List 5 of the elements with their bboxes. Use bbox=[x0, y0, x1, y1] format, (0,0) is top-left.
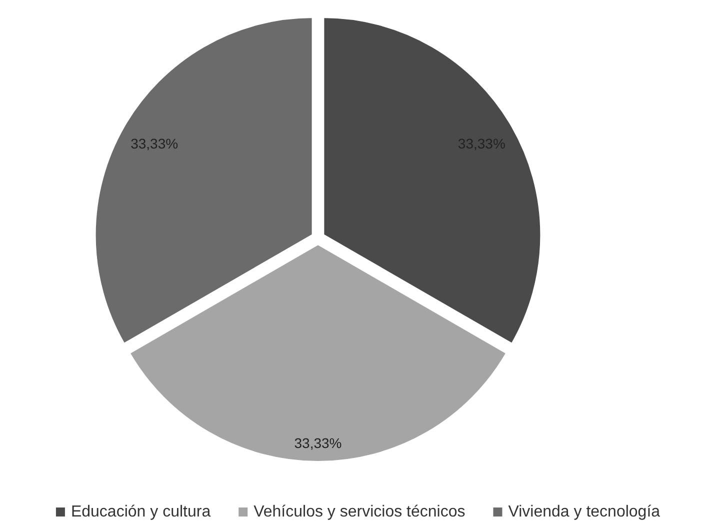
legend-label: Vehículos y servicios técnicos bbox=[254, 504, 466, 520]
data-label: 33,33% bbox=[130, 136, 178, 152]
legend-label: Vivienda y tecnología bbox=[508, 504, 660, 520]
data-label: 33,33% bbox=[294, 435, 342, 451]
legend-label: Educación y cultura bbox=[70, 504, 211, 520]
